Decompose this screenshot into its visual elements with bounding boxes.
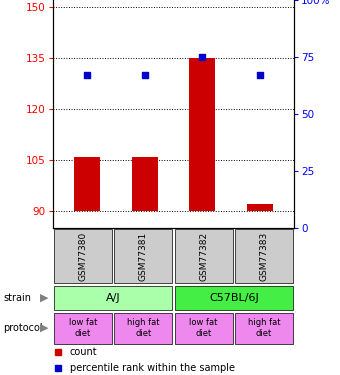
Bar: [175, 313, 233, 344]
Text: GSM77383: GSM77383: [259, 231, 268, 281]
Bar: [74, 156, 100, 211]
Text: ▶: ▶: [40, 323, 49, 333]
Bar: [54, 313, 112, 344]
Text: GSM77382: GSM77382: [199, 231, 208, 280]
Bar: [54, 286, 172, 310]
Text: low fat
diet: low fat diet: [69, 318, 97, 338]
Bar: [54, 229, 112, 283]
Point: [84, 72, 90, 78]
Bar: [114, 229, 172, 283]
Text: count: count: [70, 346, 97, 357]
Bar: [132, 156, 158, 211]
Text: high fat
diet: high fat diet: [127, 318, 159, 338]
Bar: [235, 313, 293, 344]
Text: ▶: ▶: [40, 293, 49, 303]
Bar: [235, 229, 293, 283]
Text: low fat
diet: low fat diet: [189, 318, 218, 338]
Text: C57BL/6J: C57BL/6J: [209, 293, 259, 303]
Bar: [175, 229, 233, 283]
Text: GSM77381: GSM77381: [139, 231, 148, 281]
Point: [142, 72, 147, 78]
Point: [200, 54, 205, 60]
Text: A/J: A/J: [106, 293, 120, 303]
Bar: [247, 204, 273, 211]
Bar: [189, 58, 215, 211]
Point: [257, 72, 262, 78]
Text: protocol: protocol: [3, 323, 43, 333]
Text: high fat
diet: high fat diet: [248, 318, 280, 338]
Text: strain: strain: [3, 293, 31, 303]
Bar: [114, 313, 172, 344]
Text: GSM77380: GSM77380: [79, 231, 87, 281]
Bar: [175, 286, 293, 310]
Text: percentile rank within the sample: percentile rank within the sample: [70, 363, 235, 374]
